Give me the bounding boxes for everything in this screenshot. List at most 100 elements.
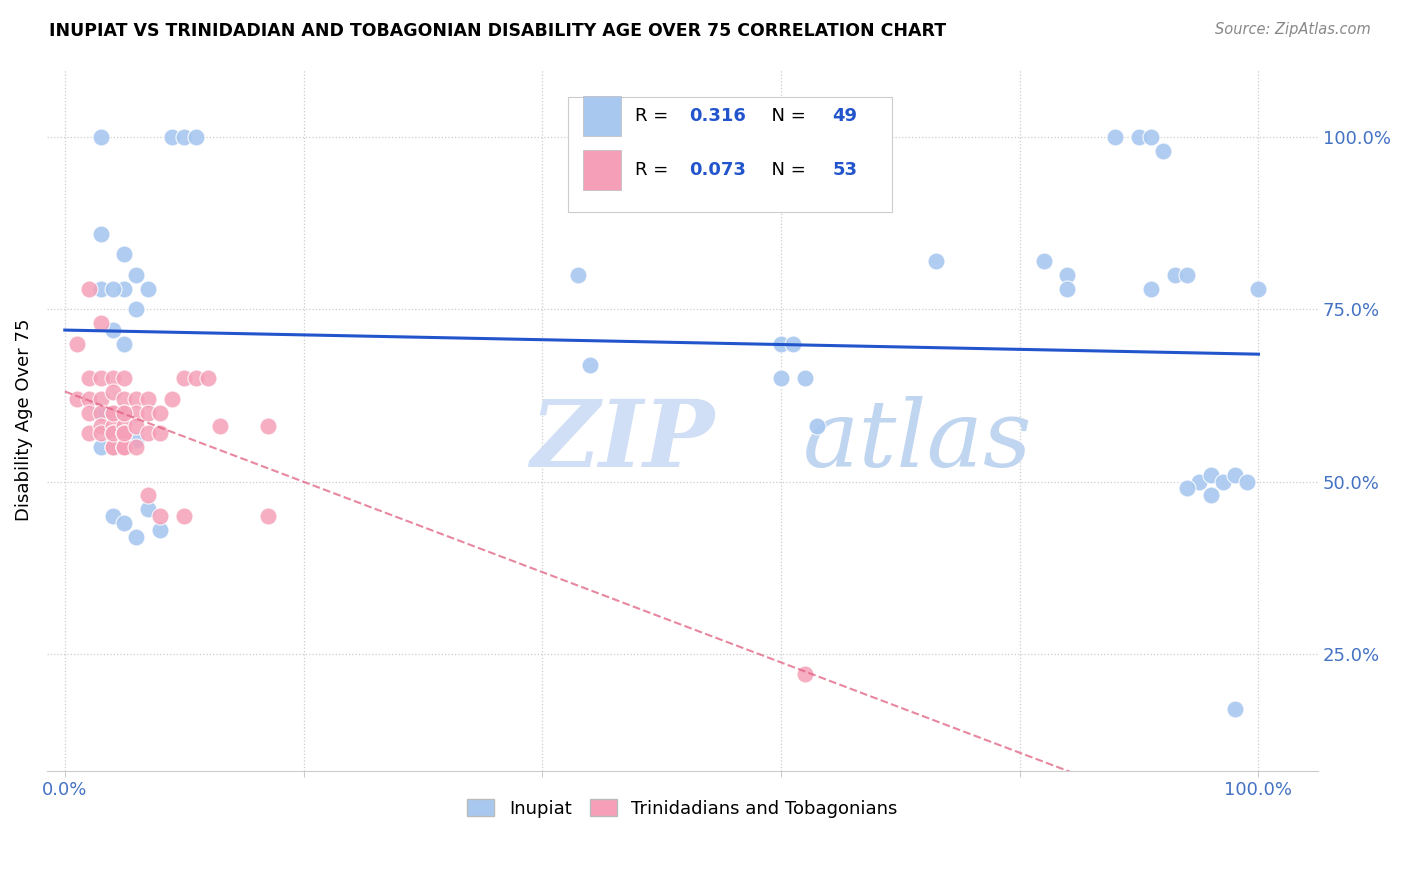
Point [138, 426, 160, 441]
Point [125, 440, 148, 454]
Point [1223, 702, 1246, 716]
Point [160, 392, 183, 406]
Point [184, 130, 207, 145]
Text: N =: N = [761, 107, 811, 125]
Text: ZIP: ZIP [530, 396, 714, 485]
Point [101, 371, 124, 385]
Point [114, 516, 136, 530]
Point [138, 392, 160, 406]
Point [101, 282, 124, 296]
Point [1175, 482, 1198, 496]
Point [114, 419, 136, 434]
Point [125, 392, 148, 406]
Point [114, 440, 136, 454]
Point [197, 371, 219, 385]
Point [101, 406, 124, 420]
Text: Source: ZipAtlas.com: Source: ZipAtlas.com [1215, 22, 1371, 37]
Point [125, 406, 148, 420]
Point [90, 371, 112, 385]
Point [256, 419, 278, 434]
Point [125, 419, 148, 434]
Point [101, 508, 124, 523]
Point [184, 371, 207, 385]
Point [173, 130, 195, 145]
Point [114, 426, 136, 441]
Point [1056, 268, 1078, 282]
Point [769, 371, 792, 385]
Point [90, 130, 112, 145]
Text: 53: 53 [832, 161, 858, 179]
Point [101, 440, 124, 454]
Text: R =: R = [636, 161, 675, 179]
Point [90, 406, 112, 420]
Point [90, 419, 112, 434]
Point [1140, 282, 1163, 296]
Point [1032, 254, 1054, 268]
Point [101, 385, 124, 400]
Point [1212, 475, 1234, 489]
Point [256, 508, 278, 523]
Point [114, 406, 136, 420]
Point [114, 440, 136, 454]
Point [90, 406, 112, 420]
Point [1128, 130, 1150, 145]
Point [114, 282, 136, 296]
Point [114, 337, 136, 351]
FancyBboxPatch shape [583, 150, 621, 190]
Point [138, 502, 160, 516]
Point [101, 440, 124, 454]
Point [77, 406, 100, 420]
Point [579, 358, 602, 372]
Point [793, 371, 815, 385]
Point [769, 337, 792, 351]
Point [125, 302, 148, 317]
Point [101, 419, 124, 434]
Point [160, 130, 183, 145]
Text: atlas: atlas [803, 396, 1033, 485]
Point [101, 323, 124, 337]
Point [173, 371, 195, 385]
Y-axis label: Disability Age Over 75: Disability Age Over 75 [15, 318, 32, 521]
Point [1188, 475, 1211, 489]
FancyBboxPatch shape [568, 96, 893, 212]
Point [101, 426, 124, 441]
Point [114, 406, 136, 420]
Text: R =: R = [636, 107, 675, 125]
Point [567, 268, 589, 282]
Point [90, 392, 112, 406]
Point [125, 434, 148, 448]
Text: N =: N = [761, 161, 811, 179]
Point [125, 268, 148, 282]
Text: 0.316: 0.316 [689, 107, 745, 125]
Point [77, 426, 100, 441]
Point [208, 419, 231, 434]
Point [149, 426, 172, 441]
Point [149, 508, 172, 523]
Point [1175, 268, 1198, 282]
Point [806, 419, 828, 434]
Point [114, 371, 136, 385]
Point [125, 530, 148, 544]
Point [782, 337, 804, 351]
Point [90, 440, 112, 454]
Point [114, 440, 136, 454]
Point [1152, 144, 1174, 158]
Point [66, 337, 89, 351]
Point [138, 406, 160, 420]
Point [173, 508, 195, 523]
Point [1199, 467, 1222, 482]
Point [149, 406, 172, 420]
Point [793, 667, 815, 681]
Point [1164, 268, 1187, 282]
Point [77, 282, 100, 296]
Point [90, 426, 112, 441]
Point [1140, 130, 1163, 145]
Point [1056, 282, 1078, 296]
Point [1223, 467, 1246, 482]
Legend: Inupiat, Trinidadians and Tobagonians: Inupiat, Trinidadians and Tobagonians [460, 792, 905, 825]
Point [101, 426, 124, 441]
Text: 49: 49 [832, 107, 858, 125]
Point [149, 523, 172, 537]
Point [90, 282, 112, 296]
Point [101, 406, 124, 420]
